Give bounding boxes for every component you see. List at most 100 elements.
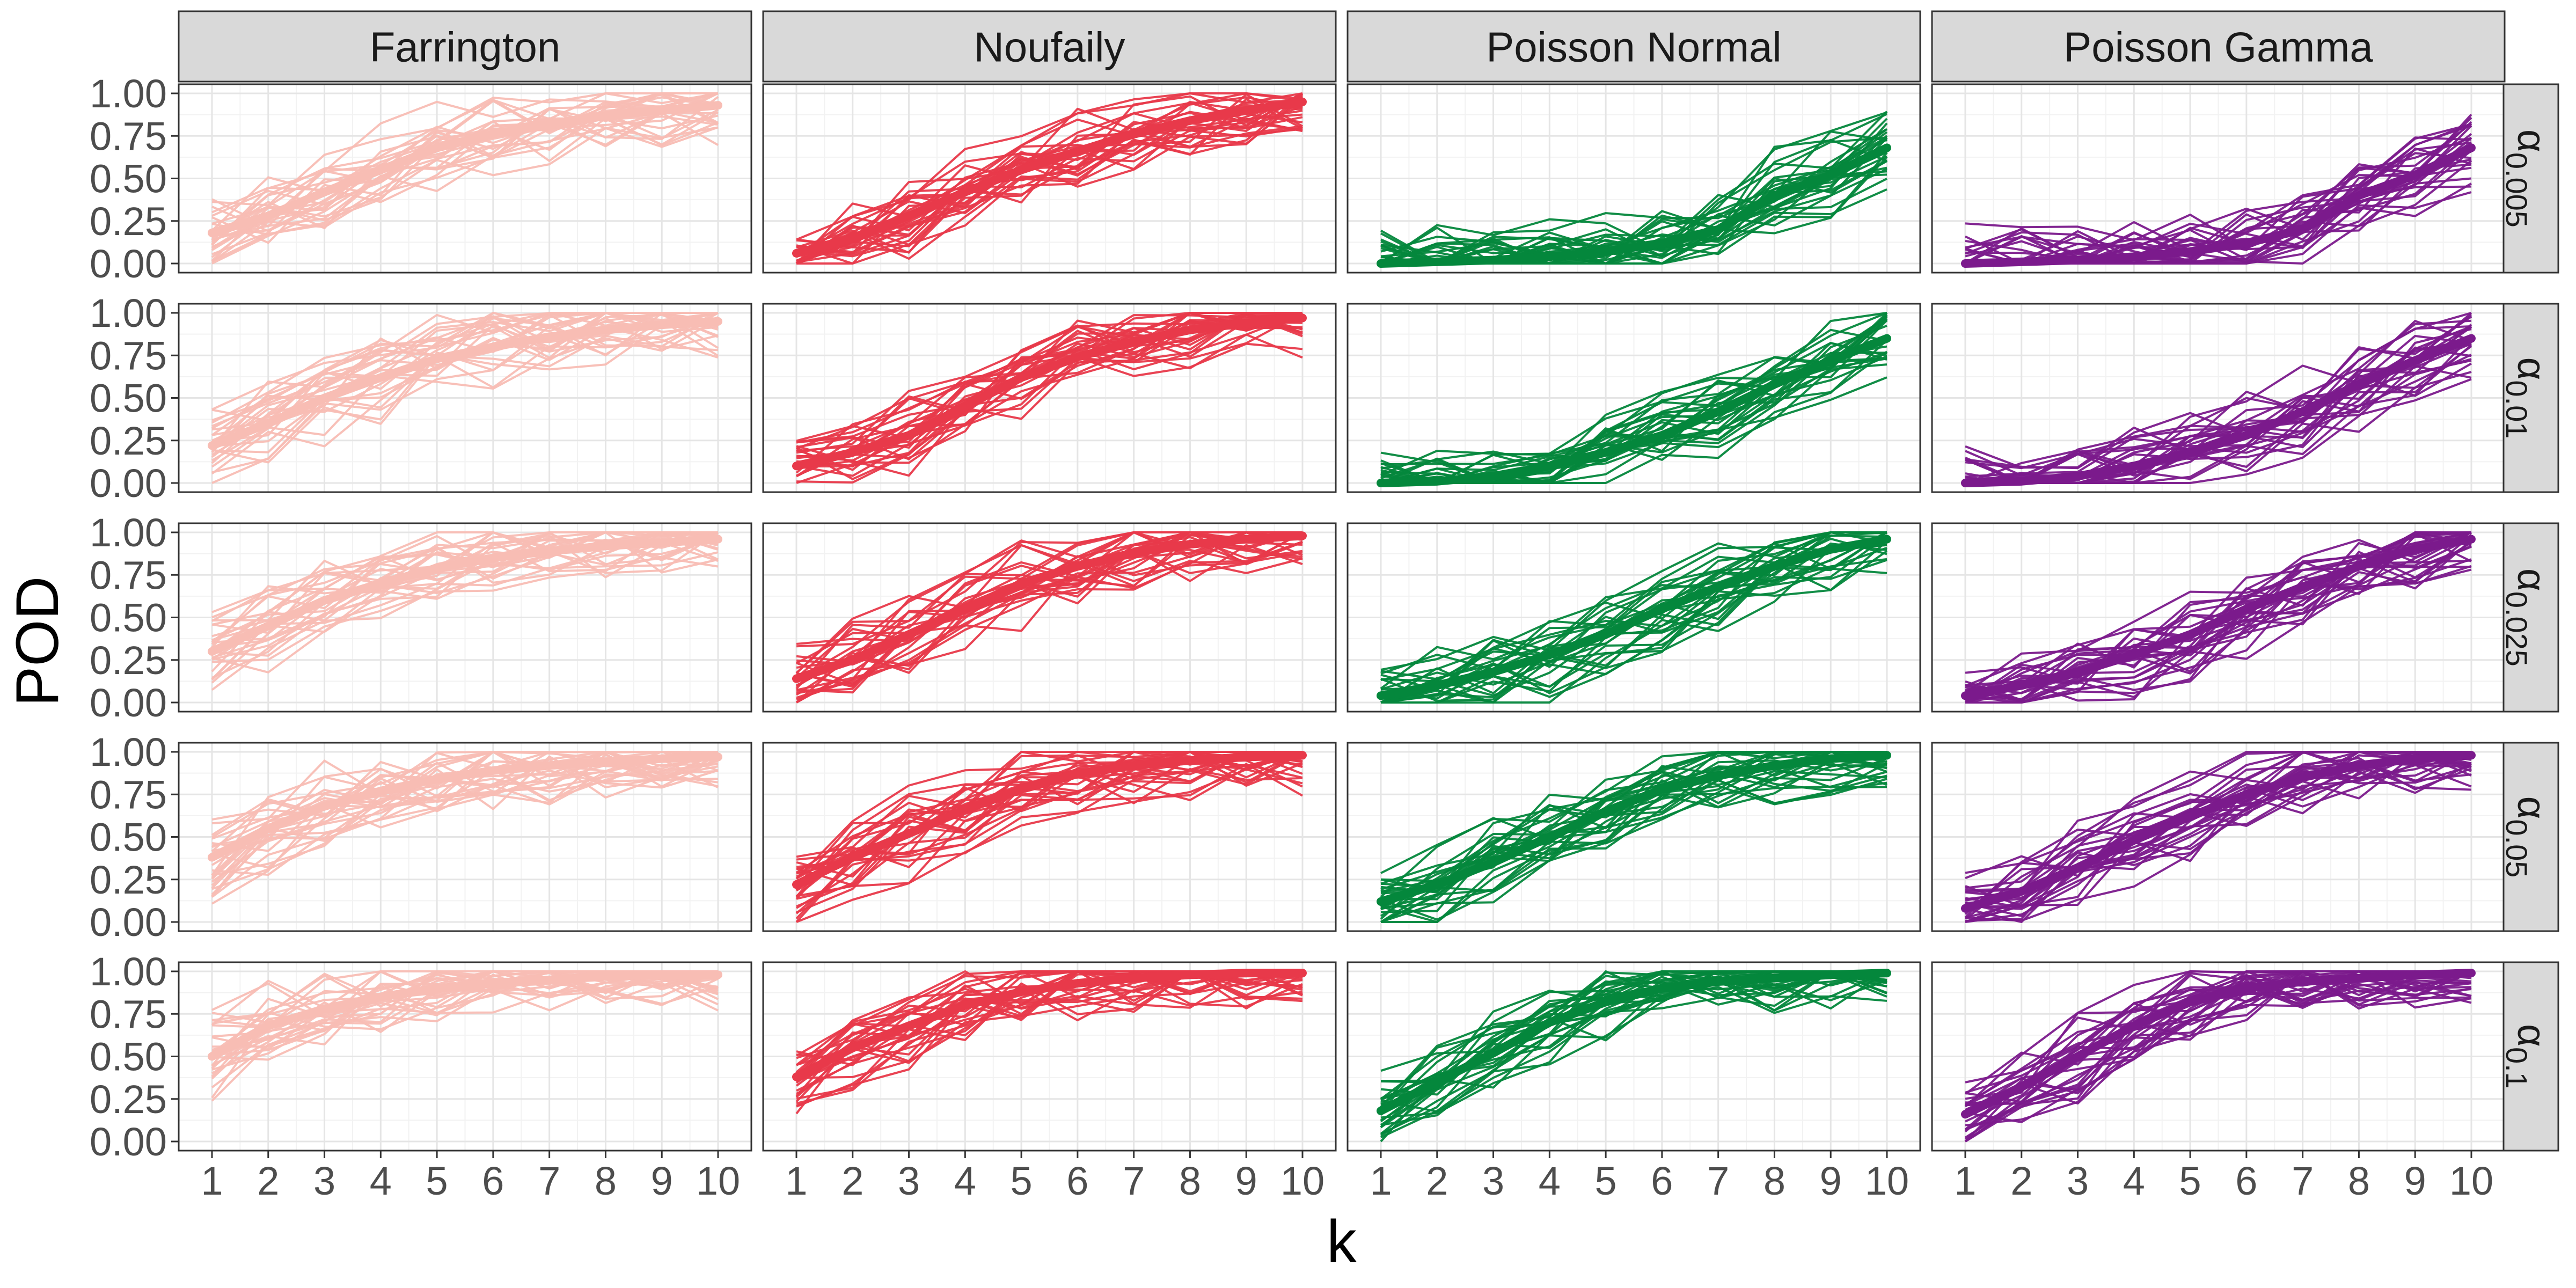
- series-line: [211, 531, 719, 622]
- panel-border: [1346, 742, 1921, 932]
- series-mean-line: [1961, 535, 2476, 700]
- row-strip-label: α0.1: [2500, 1024, 2554, 1089]
- row-strip: α0.05: [2500, 742, 2559, 932]
- y-tick-label: 0.75: [90, 553, 167, 597]
- series-mean-line: [1961, 334, 2476, 487]
- x-tick-label: 7: [2292, 1159, 2314, 1203]
- series-line: [211, 751, 719, 883]
- series-mean-line: [792, 313, 1307, 471]
- series-line: [211, 92, 719, 217]
- series-line: [796, 93, 1304, 265]
- y-tick-label: 1.00: [90, 510, 167, 555]
- x-tick-label: 5: [2179, 1159, 2201, 1203]
- facet-panels: [178, 83, 2506, 1152]
- column-strip-label: Noufaily: [974, 24, 1125, 71]
- series-line: [1965, 976, 2472, 1105]
- series-mean-line: [1377, 143, 1891, 268]
- x-tick-label: 10: [2449, 1159, 2493, 1203]
- x-axis: 1 2 3 4 5 6 7 8 9 10: [201, 1151, 740, 1203]
- panel-border: [762, 742, 1337, 932]
- series-line: [796, 312, 1303, 477]
- column-strip: Poisson Gamma: [1931, 10, 2506, 83]
- row-strip-label: α0.005: [2500, 129, 2554, 228]
- facet-panel: [1931, 303, 2506, 493]
- series-line: [795, 92, 1303, 265]
- series-line: [1380, 550, 1888, 704]
- series-mean-line: [1377, 969, 1891, 1115]
- y-axis: 0.000.250.500.751.00: [90, 510, 179, 725]
- facet-panel: [178, 742, 752, 932]
- panel-border: [1346, 83, 1921, 274]
- facet-panel: [178, 961, 752, 1152]
- y-tick-label: 0.50: [90, 157, 167, 201]
- y-tick-label: 0.00: [90, 680, 167, 725]
- row-strips: α0.005 α0.01 α0.025 α0.05 α0.1: [2500, 83, 2559, 1152]
- series-line: [796, 763, 1303, 923]
- x-tick-label: 8: [595, 1159, 617, 1203]
- series-line: [1964, 970, 2471, 1108]
- y-tick-label: 0.75: [90, 772, 167, 817]
- strip-background: [2502, 522, 2559, 713]
- series-line: [796, 539, 1303, 691]
- series-line: [1965, 531, 2471, 701]
- y-tick-label: 0.50: [90, 596, 167, 640]
- row-strip-label: α0.025: [2500, 568, 2554, 667]
- series-line: [1965, 116, 2472, 260]
- panel-border: [762, 961, 1337, 1152]
- x-tick-label: 2: [841, 1159, 863, 1203]
- x-tick-label: 3: [2067, 1159, 2089, 1203]
- facet-panel: [1931, 742, 2506, 932]
- row-strip: α0.01: [2500, 303, 2559, 493]
- series-line: [211, 751, 719, 887]
- x-tick-label: 10: [696, 1159, 740, 1203]
- series-line: [1965, 334, 2472, 477]
- facet-panel: [1931, 522, 2506, 713]
- series-line: [211, 538, 719, 649]
- panel-border: [1346, 303, 1921, 493]
- row-strip-label: α0.05: [2500, 796, 2554, 878]
- facet-panel: [1931, 961, 2506, 1152]
- facet-panel: [1346, 83, 1921, 274]
- series-mean-line: [792, 531, 1307, 683]
- x-tick-label: 7: [538, 1159, 560, 1203]
- series-mean-line: [208, 101, 722, 237]
- y-tick-label: 1.00: [90, 291, 167, 335]
- x-tick-label: 4: [2123, 1159, 2145, 1203]
- y-tick-label: 0.75: [90, 333, 167, 378]
- x-tick-label: 2: [1426, 1159, 1448, 1203]
- series-line: [1964, 972, 2472, 1143]
- row-strip: α0.005: [2500, 83, 2559, 274]
- x-axes: 1 2 3 4 5 6 7 8 9 10 1 2 3 4 5 6 7 8 9 10 1 2 3 4 5 6 7 8 9 10 1 2 3 4 5 6 7…: [201, 1151, 2493, 1203]
- x-tick-label: 5: [1011, 1159, 1033, 1203]
- series-line: [796, 312, 1303, 480]
- series-line: [1380, 751, 1887, 920]
- column-strip: Farrington: [178, 10, 752, 83]
- facet-panel: [762, 961, 1337, 1152]
- series-line: [211, 551, 719, 674]
- series-line: [1380, 128, 1888, 265]
- series-line: [796, 970, 1303, 1104]
- x-tick-label: 9: [2404, 1159, 2426, 1203]
- series-line: [211, 970, 719, 1050]
- x-tick-label: 6: [1066, 1159, 1088, 1203]
- row-strip: α0.1: [2500, 961, 2559, 1152]
- series-line: [1380, 531, 1887, 690]
- facet-panel: [178, 522, 752, 713]
- x-tick-label: 3: [898, 1159, 920, 1203]
- y-tick-label: 0.25: [90, 199, 167, 244]
- series-line: [1965, 762, 2472, 923]
- row-strip-label: α0.01: [2500, 357, 2554, 439]
- facet-panel: [1346, 961, 1921, 1152]
- y-axis: 0.000.250.500.751.00: [90, 291, 179, 506]
- column-strip-label: Poisson Normal: [1486, 24, 1782, 71]
- series-line: [1380, 765, 1887, 909]
- x-tick-label: 7: [1707, 1159, 1729, 1203]
- series-line: [796, 751, 1303, 887]
- y-tick-label: 0.25: [90, 858, 167, 902]
- x-tick-label: 3: [313, 1159, 335, 1203]
- series-line: [1380, 778, 1887, 893]
- x-axis: 1 2 3 4 5 6 7 8 9 10: [785, 1151, 1324, 1203]
- facet-panel: [1346, 522, 1921, 713]
- y-axis-title: POD: [4, 576, 71, 707]
